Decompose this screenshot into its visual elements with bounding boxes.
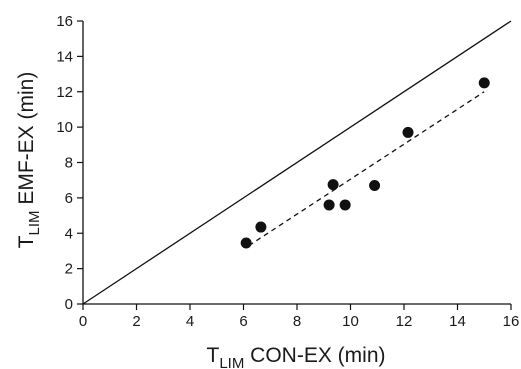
y-axis-title: TLIM EMF-EX (min) bbox=[15, 72, 43, 249]
y-ticks: 0 2 4 6 8 10 12 14 16 bbox=[56, 13, 83, 313]
y-tick-label: 12 bbox=[56, 84, 73, 101]
data-points bbox=[240, 77, 490, 249]
y-tick-label: 6 bbox=[65, 190, 73, 207]
y-tick-label: 0 bbox=[65, 296, 73, 313]
x-tick-label: 16 bbox=[503, 313, 520, 330]
y-tick-label: 2 bbox=[65, 261, 73, 278]
x-tick-label: 10 bbox=[342, 313, 359, 330]
y-axis-title-main: T bbox=[15, 235, 38, 248]
data-point bbox=[369, 179, 381, 191]
identity-line bbox=[82, 20, 512, 305]
y-tick-label: 8 bbox=[65, 155, 73, 172]
x-tick-label: 12 bbox=[396, 313, 413, 330]
x-tick-label: 6 bbox=[239, 313, 247, 330]
x-axis-title-main: T bbox=[206, 344, 219, 367]
x-tick-label: 4 bbox=[186, 313, 194, 330]
y-axis-title-sub: LIM bbox=[26, 210, 43, 235]
data-point bbox=[323, 199, 335, 211]
x-tick-label: 8 bbox=[293, 313, 301, 330]
x-tick-label: 14 bbox=[449, 313, 466, 330]
y-tick-label: 10 bbox=[56, 119, 73, 136]
y-tick-label: 14 bbox=[56, 48, 73, 65]
data-point bbox=[255, 221, 267, 233]
data-point bbox=[339, 199, 351, 211]
y-axis-title-rest: EMF-EX (min) bbox=[15, 72, 38, 211]
data-point bbox=[240, 237, 252, 249]
x-tick-label: 2 bbox=[132, 313, 140, 330]
y-tick-label: 16 bbox=[56, 13, 73, 30]
data-point bbox=[402, 126, 414, 138]
data-point bbox=[327, 179, 339, 191]
x-axis-title: TLIM CON-EX (min) bbox=[206, 344, 385, 369]
regression-line bbox=[248, 91, 485, 247]
x-axis-title-sub: LIM bbox=[219, 355, 244, 369]
data-point bbox=[478, 77, 490, 89]
x-ticks: 0 2 4 6 8 10 12 14 16 bbox=[79, 304, 520, 330]
reference-lines bbox=[82, 20, 512, 305]
x-tick-label: 0 bbox=[79, 313, 87, 330]
x-axis-title-rest: CON-EX (min) bbox=[244, 344, 385, 367]
y-tick-label: 4 bbox=[65, 225, 73, 242]
